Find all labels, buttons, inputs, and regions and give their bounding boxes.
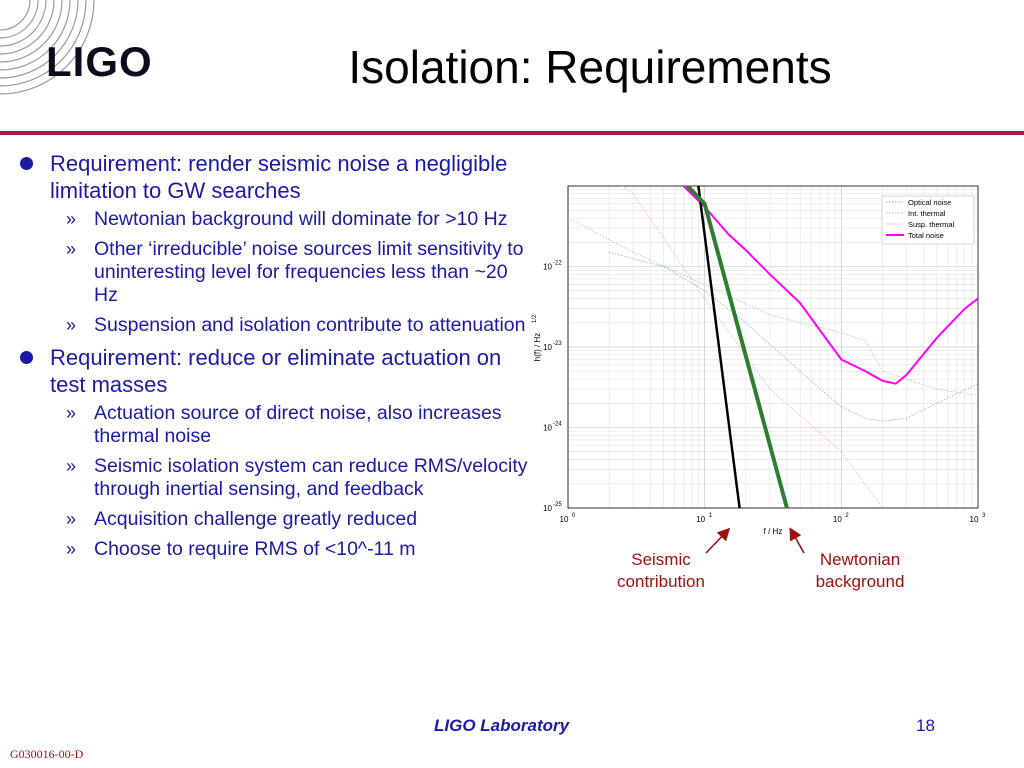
logo-text: LIGO (46, 38, 153, 85)
y-tick-exponent: -23 (553, 341, 562, 347)
slide-title: Isolation: Requirements (348, 41, 832, 93)
sub-bullet-marker: » (66, 315, 77, 335)
x-tick-label: 10 (696, 515, 705, 524)
x-tick-exponent: 2 (845, 513, 849, 519)
x-tick-exponent: 3 (982, 513, 986, 519)
sub-bullet-marker: » (66, 209, 77, 229)
document-id: G030016-00-D (10, 747, 84, 761)
sub-bullet-marker: » (66, 239, 77, 259)
y-axis-label: h(f) / Hz (533, 333, 542, 361)
sub-bullet-marker: » (66, 456, 77, 476)
bullet-list: Requirement: render seismic noise a negl… (16, 150, 536, 568)
series-line-int-thermal (568, 217, 978, 396)
sub-bullet-text: Acquisition challenge greatly reduced (94, 508, 418, 530)
ligo-logo: LIGO (0, 0, 170, 100)
seismic-annotation: Seismic contribution (617, 550, 705, 591)
sub-bullet-text: Choose to require RMS of <10^-11 m (94, 538, 416, 560)
bullet-text: Requirement: reduce or eliminate actuati… (50, 345, 502, 397)
legend-label: Susp. thermal (908, 220, 955, 229)
x-axis-label: f / Hz (764, 527, 783, 536)
plot-frame (567, 185, 979, 509)
series-line-total-noise (682, 186, 978, 385)
x-tick-label: 10 (833, 515, 842, 524)
legend-label: Int. thermal (908, 209, 946, 218)
series-line-susp-thermal (621, 186, 883, 508)
legend-label: Optical noise (908, 198, 951, 207)
sub-bullet-list: » Newtonian background will dominate for … (16, 208, 536, 337)
sub-bullet-text: Other ‘irreducible’ noise sources limit … (94, 238, 524, 306)
bullet-item: Requirement: reduce or eliminate actuati… (16, 344, 536, 398)
sub-bullet-item: » Suspension and isolation contribute to … (16, 314, 536, 337)
y-tick-label: 10 (543, 424, 552, 433)
sub-bullet-item: » Other ‘irreducible’ noise sources limit… (16, 238, 536, 307)
sub-bullet-marker: » (66, 509, 77, 529)
sub-bullet-marker: » (66, 539, 77, 559)
bullet-dot-icon (20, 157, 33, 170)
sub-bullet-marker: » (66, 403, 77, 423)
title-divider (0, 131, 1024, 135)
y-tick-exponent: -24 (553, 422, 562, 428)
sub-bullet-item: » Acquisition challenge greatly reduced (16, 508, 536, 531)
sub-bullet-item: » Newtonian background will dominate for … (16, 208, 536, 231)
sub-bullet-text: Suspension and isolation contribute to a… (94, 314, 526, 336)
sub-bullet-text: Actuation source of direct noise, also i… (94, 402, 502, 447)
y-tick-label: 10 (543, 504, 552, 513)
noise-chart: 10 0 10 1 10 2 10 3 10 -22 10 -23 10 -24 10 -25 f / Hz h(… (530, 178, 990, 538)
y-axis-label-exponent: 1/2 (532, 314, 538, 323)
x-tick-exponent: 1 (709, 513, 713, 519)
bullet-dot-icon (20, 351, 33, 364)
sub-bullet-text: Newtonian background will dominate for >… (94, 208, 508, 230)
x-tick-label: 10 (560, 515, 569, 524)
bullet-item: Requirement: render seismic noise a negl… (16, 150, 536, 204)
footer-lab-name: LIGO Laboratory (434, 716, 570, 735)
series-line-optical-noise (608, 251, 978, 422)
x-tick-label: 10 (970, 515, 979, 524)
sub-bullet-text: Seismic isolation system can reduce RMS/… (94, 455, 528, 500)
x-tick-exponent: 0 (572, 513, 576, 519)
newtonian-curve (686, 186, 789, 508)
legend-label: Total noise (908, 231, 944, 240)
sub-bullet-list: » Actuation source of direct noise, also … (16, 402, 536, 561)
bullet-text: Requirement: render seismic noise a negl… (50, 151, 508, 203)
page-number: 18 (916, 716, 935, 735)
newtonian-annotation: Newtonian background (815, 550, 905, 591)
seismic-curve (697, 186, 741, 508)
y-tick-label: 10 (543, 343, 552, 352)
y-tick-label: 10 (543, 263, 552, 272)
y-tick-exponent: -22 (553, 261, 562, 267)
y-tick-exponent: -25 (553, 502, 562, 508)
sub-bullet-item: » Seismic isolation system can reduce RMS… (16, 455, 536, 501)
sub-bullet-item: » Actuation source of direct noise, also … (16, 402, 536, 448)
sub-bullet-item: » Choose to require RMS of <10^-11 m (16, 538, 536, 561)
